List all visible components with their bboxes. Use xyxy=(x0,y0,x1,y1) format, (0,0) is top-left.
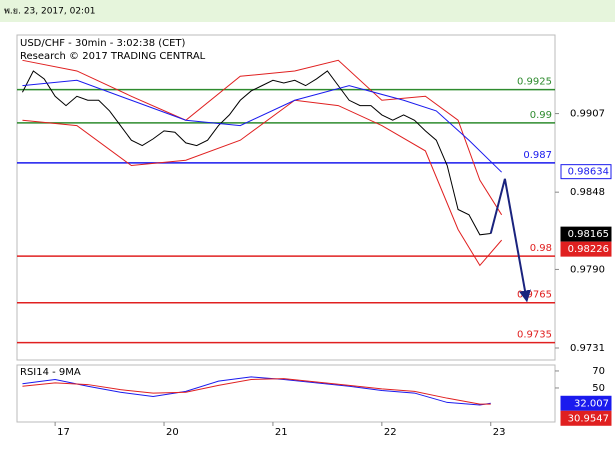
x-tick-label: 22 xyxy=(384,427,397,438)
series-line xyxy=(22,99,503,267)
level-label: 0.98 xyxy=(530,243,552,254)
series-line xyxy=(22,79,502,173)
y-tick-label: 50 xyxy=(592,383,605,394)
y-tick-label: 0.9790 xyxy=(570,264,605,275)
value-box xyxy=(560,226,612,242)
rsi-title: RSI14 - 9MA xyxy=(20,367,81,378)
rsi-panel xyxy=(16,364,556,423)
value-box xyxy=(560,241,612,257)
value-box-label: 0.98226 xyxy=(568,244,609,255)
y-tick-label: 0.9907 xyxy=(570,109,605,120)
level-label: 0.987 xyxy=(523,150,552,161)
chart-title: USD/CHF - 30min - 3:02:38 (CET) xyxy=(20,38,186,49)
series-line xyxy=(22,59,503,216)
level-label: 0.9765 xyxy=(517,290,552,301)
value-box xyxy=(560,395,612,411)
x-tick-label: 21 xyxy=(275,427,288,438)
value-box-label: 0.98634 xyxy=(568,167,609,178)
y-tick-label: 70 xyxy=(592,366,605,377)
value-box-label: 30.9547 xyxy=(568,413,609,424)
header-bar xyxy=(0,0,615,22)
y-tick-label: 0.9848 xyxy=(570,187,605,198)
x-tick-label: 17 xyxy=(57,427,70,438)
x-tick-label: 20 xyxy=(166,427,179,438)
series-line xyxy=(22,378,491,405)
value-box xyxy=(560,164,612,180)
value-box-label: 0.98165 xyxy=(568,229,609,240)
header-date: พ.ย. 23, 2017, 02:01 xyxy=(4,7,96,17)
level-label: 0.9925 xyxy=(517,77,552,88)
series-line xyxy=(22,376,491,406)
value-box xyxy=(560,410,612,426)
y-tick-label: 0.9731 xyxy=(570,343,605,354)
series-line xyxy=(22,70,491,236)
level-label: 0.99 xyxy=(530,110,552,121)
level-label: 0.9735 xyxy=(517,330,552,341)
chart-subtitle: Research © 2017 TRADING CENTRAL xyxy=(20,51,206,62)
value-box-label: 32.007 xyxy=(574,398,609,409)
x-tick-label: 23 xyxy=(493,427,506,438)
price-panel xyxy=(16,34,556,361)
series-line xyxy=(489,178,531,303)
